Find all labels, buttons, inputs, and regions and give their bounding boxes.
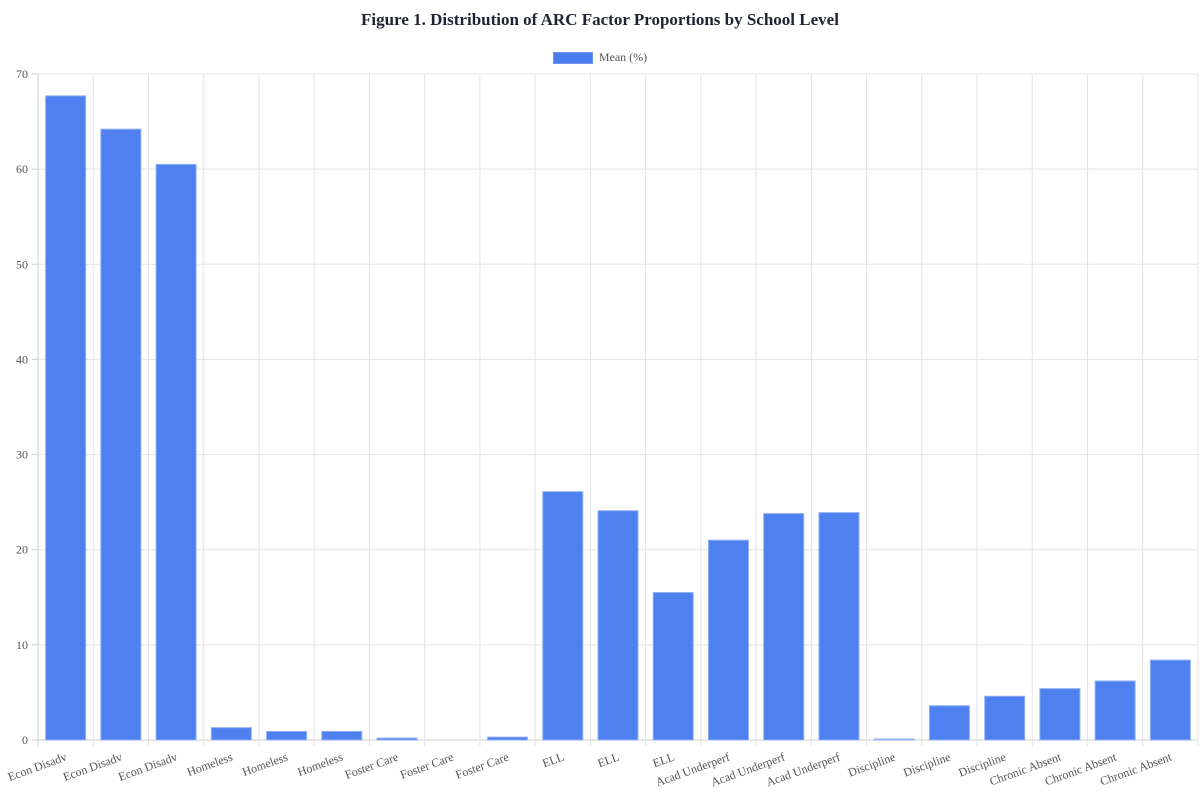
y-tick-label: 20 bbox=[16, 543, 28, 557]
bar[interactable] bbox=[487, 736, 529, 741]
bar[interactable] bbox=[376, 737, 418, 741]
bar[interactable] bbox=[818, 512, 860, 741]
bar[interactable] bbox=[321, 730, 363, 741]
bar[interactable] bbox=[763, 513, 805, 741]
legend-swatch bbox=[552, 51, 593, 64]
y-tick-label: 30 bbox=[16, 448, 28, 462]
legend-label: Mean (%) bbox=[598, 50, 648, 64]
bar[interactable] bbox=[707, 539, 749, 741]
chart-title: Figure 1. Distribution of ARC Factor Pro… bbox=[361, 10, 839, 29]
bar[interactable] bbox=[928, 705, 970, 741]
bar[interactable] bbox=[1039, 688, 1081, 741]
x-tick-label: ELL bbox=[651, 750, 676, 771]
x-tick-label: Homeless bbox=[185, 750, 235, 779]
bar[interactable] bbox=[1094, 680, 1136, 741]
x-tick-label: Foster Care bbox=[453, 750, 510, 782]
legend: Mean (%) bbox=[0, 50, 1200, 65]
bar[interactable] bbox=[542, 491, 584, 741]
x-tick-label: Foster Care bbox=[398, 750, 455, 782]
x-tick-label: Econ Disadv bbox=[116, 750, 179, 784]
x-tick-label: Discipline bbox=[901, 750, 952, 780]
x-tick-label: Homeless bbox=[296, 750, 346, 779]
y-tick-label: 10 bbox=[16, 638, 28, 652]
bar[interactable] bbox=[266, 730, 308, 741]
bar[interactable] bbox=[652, 592, 694, 741]
bar[interactable] bbox=[984, 695, 1026, 741]
x-tick-label: Econ Disadv bbox=[61, 750, 124, 784]
y-tick-label: 60 bbox=[16, 162, 28, 176]
bar[interactable] bbox=[210, 727, 252, 741]
bar[interactable] bbox=[45, 95, 87, 741]
x-tick-label: Econ Disadv bbox=[6, 750, 69, 784]
bar[interactable] bbox=[1149, 659, 1191, 741]
y-tick-label: 40 bbox=[16, 352, 28, 366]
bar[interactable] bbox=[873, 738, 915, 741]
y-tick-label: 0 bbox=[22, 733, 28, 747]
y-tick-label: 70 bbox=[16, 67, 28, 81]
x-tick-label: ELL bbox=[596, 750, 621, 771]
bar[interactable] bbox=[597, 510, 639, 741]
x-tick-label: Foster Care bbox=[343, 750, 400, 782]
bar[interactable] bbox=[100, 128, 142, 741]
x-tick-label: ELL bbox=[540, 750, 565, 771]
bar[interactable] bbox=[155, 163, 197, 741]
y-tick-label: 50 bbox=[16, 257, 28, 271]
x-tick-label: Homeless bbox=[240, 750, 290, 779]
x-tick-label: Discipline bbox=[846, 750, 897, 780]
